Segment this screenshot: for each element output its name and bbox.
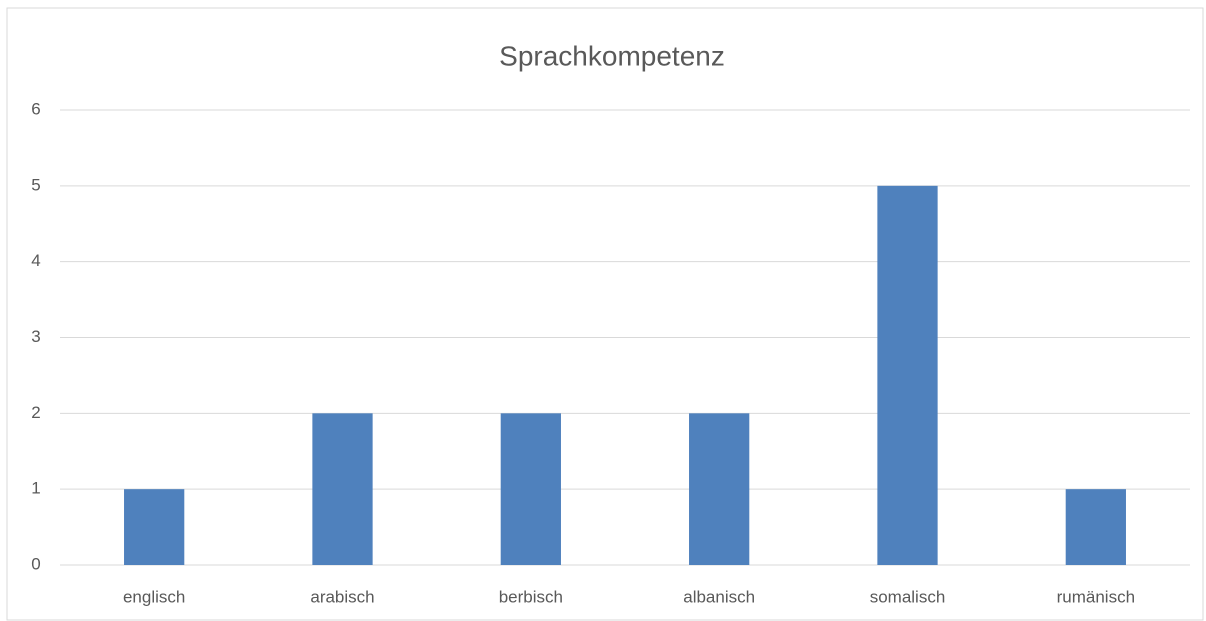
bar xyxy=(877,185,938,566)
x-tick-label: rumänisch xyxy=(1057,587,1135,606)
y-tick-label: 5 xyxy=(31,175,40,194)
y-tick-label: 4 xyxy=(31,251,40,270)
x-tick-label: englisch xyxy=(123,587,185,606)
y-tick-label: 6 xyxy=(31,99,40,118)
chart-frame xyxy=(6,7,1204,621)
x-tick-label: albanisch xyxy=(683,587,755,606)
bar xyxy=(1065,489,1126,565)
bar xyxy=(124,489,185,565)
x-tick-label: berbisch xyxy=(499,587,563,606)
bar xyxy=(312,413,373,565)
bar xyxy=(500,413,561,565)
x-tick-label: arabisch xyxy=(310,587,374,606)
y-tick-label: 0 xyxy=(31,554,40,573)
y-tick-label: 1 xyxy=(31,479,40,498)
y-tick-label: 3 xyxy=(31,327,40,346)
bar xyxy=(689,413,750,565)
chart-title: Sprachkompetenz xyxy=(499,40,725,71)
x-tick-label: somalisch xyxy=(870,587,946,606)
y-tick-label: 2 xyxy=(31,403,40,422)
